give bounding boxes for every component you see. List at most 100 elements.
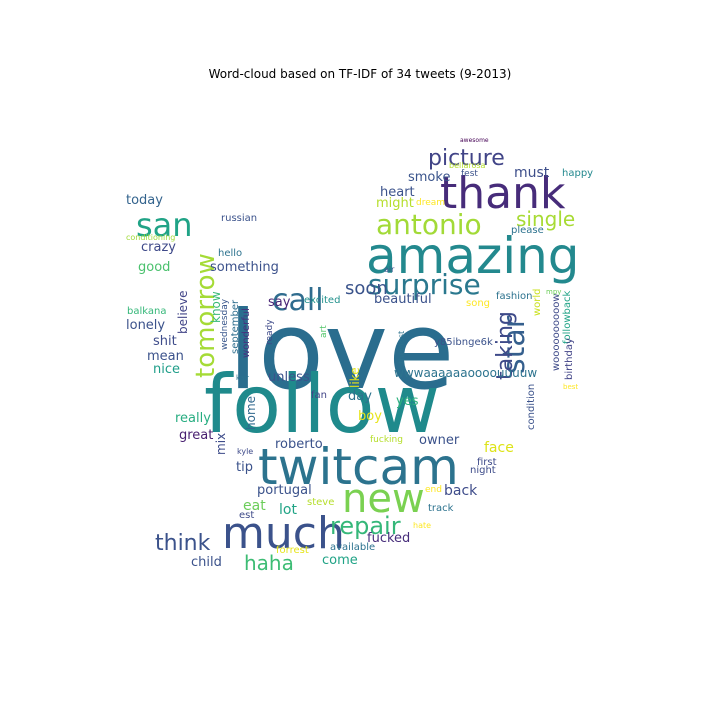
word-birthday: birthday <box>564 338 575 380</box>
word-think: think <box>155 531 211 556</box>
word-today: today <box>126 193 163 208</box>
word-steve: steve <box>307 497 334 508</box>
word-followback: followback <box>562 291 573 344</box>
word-themost: themost <box>397 331 406 364</box>
word-good: good <box>138 260 170 275</box>
word-fan: fan <box>311 390 327 401</box>
word-really: really <box>175 411 211 426</box>
word-antonio: antonio <box>376 208 482 241</box>
word-kyle: kyle <box>237 447 253 456</box>
word-love: love <box>228 289 454 414</box>
word-heart: heart <box>380 185 415 200</box>
word-mean: mean <box>147 349 184 364</box>
word-woooooooooow: woooooooooow <box>551 293 562 371</box>
word-unless: unless <box>268 370 310 385</box>
word-taking: taking <box>493 311 518 380</box>
word-end: end <box>425 485 442 495</box>
word-san: san <box>136 206 193 244</box>
word-crazy: crazy <box>141 240 176 255</box>
word-must: must <box>514 165 550 181</box>
figure-title: Word-cloud based on TF-IDF of 34 tweets … <box>208 67 512 81</box>
word-hate: hate <box>413 521 431 530</box>
word-twitcam: twitcam <box>258 438 459 496</box>
word-russian: russian <box>221 213 257 224</box>
word-wednesday: wednesday <box>220 298 230 350</box>
word-night: night <box>470 465 496 476</box>
word-art: art <box>319 325 329 338</box>
word-please: please <box>511 225 544 236</box>
word-thank: thank <box>440 168 566 219</box>
word-world: world <box>532 288 543 316</box>
word-star: star <box>497 315 532 374</box>
word-say: say <box>268 295 291 310</box>
word-fucking: fucking <box>370 435 403 445</box>
word-fashion: fashion <box>496 291 532 302</box>
word-wwwaaaaaaoooouuuuw: wwwaaaaaaoooouuuuw <box>394 366 537 380</box>
word-balkana: balkana <box>127 306 166 317</box>
word-great: great <box>179 428 213 443</box>
word-surprise: surprise <box>368 268 481 301</box>
word-child: child <box>191 555 222 570</box>
word-owner: owner <box>419 433 460 448</box>
word-tomorrow: tomorrow <box>191 253 221 378</box>
word-bellarosa: bellarosa <box>449 161 486 170</box>
word-believe: believe <box>176 290 190 334</box>
word-song: song <box>466 298 490 309</box>
word-roberto: roberto <box>275 437 323 452</box>
word-soon: soon <box>345 278 388 299</box>
word-condition: condition <box>526 384 537 430</box>
word-call: call <box>272 283 324 318</box>
word-yes: yes <box>396 394 419 409</box>
word-beautiful: beautiful <box>374 292 432 307</box>
word-fucked: fucked <box>367 531 410 546</box>
word-ready: ready <box>265 319 275 345</box>
word-shit: shit <box>153 334 177 349</box>
word-picture: picture <box>428 146 505 171</box>
word-mpy: mpy <box>546 288 561 296</box>
word-much: much <box>222 508 345 559</box>
word-might: might <box>376 196 414 211</box>
word-available: available <box>330 542 375 553</box>
word-est: est <box>239 510 254 521</box>
word-haha: haha <box>244 551 294 575</box>
word-day: day <box>348 389 372 404</box>
word-dream: dream <box>416 198 445 208</box>
word-excited: excited <box>304 295 340 306</box>
word-know: know <box>209 291 223 323</box>
word-y85ibnge6k: y85ibnge6k <box>434 337 493 348</box>
word-fest: fest <box>461 169 478 179</box>
word-conditioning: conditioning <box>126 233 175 242</box>
word-like: like <box>348 367 362 388</box>
word-hello: hello <box>218 248 242 259</box>
word-portugal: portugal <box>257 483 312 498</box>
word-something: something <box>210 260 279 275</box>
word-wonderful: wonderful <box>241 308 252 358</box>
word-first: first <box>477 457 497 468</box>
word-single: single <box>516 207 575 231</box>
word-forrest: forrest <box>276 545 309 556</box>
word-september: september <box>230 299 241 354</box>
word-tip: tip <box>236 460 253 475</box>
word-repair: repair <box>330 512 401 540</box>
word-nice: nice <box>153 362 180 377</box>
word-come: come <box>322 553 358 568</box>
word-lonely: lonely <box>126 318 165 333</box>
word-back: back <box>444 483 478 499</box>
word-awesome: awesome <box>460 137 489 144</box>
word-new: new <box>342 476 425 522</box>
word-track: track <box>428 503 454 514</box>
word-lot: lot <box>279 502 297 518</box>
word-best: best <box>563 383 578 391</box>
word-amazing: amazing <box>366 227 580 285</box>
word-air: air <box>384 265 395 274</box>
word-face: face <box>484 440 514 456</box>
word-home: home <box>244 396 258 430</box>
word-kair: kair <box>236 374 249 382</box>
word-happy: happy <box>562 168 593 179</box>
word-mix: mix <box>214 433 228 455</box>
word-eat: eat <box>243 498 266 514</box>
word-smoke: smoke <box>408 170 450 185</box>
word-boy: boy <box>358 409 382 424</box>
word-follow: follow <box>204 358 440 451</box>
